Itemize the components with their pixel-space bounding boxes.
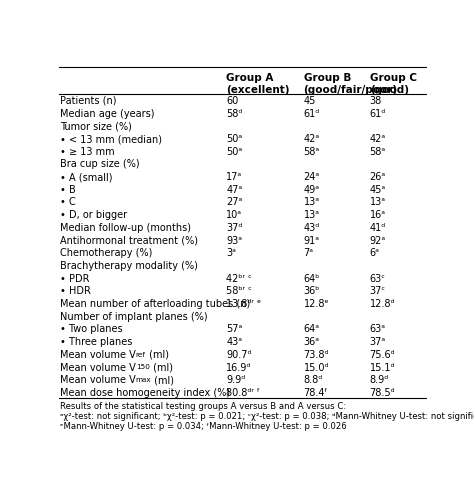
Text: 80.8ᵈʳ ᶠ: 80.8ᵈʳ ᶠ	[227, 387, 260, 397]
Text: Group B
(good/fair/poor): Group B (good/fair/poor)	[303, 73, 398, 94]
Text: 92ᵃ: 92ᵃ	[370, 235, 386, 245]
Text: Number of implant planes (%): Number of implant planes (%)	[60, 311, 208, 321]
Text: 58ᵃ: 58ᵃ	[370, 146, 386, 156]
Text: 13ᵃ: 13ᵃ	[303, 197, 319, 207]
Text: • A (small): • A (small)	[60, 172, 112, 182]
Text: (ml): (ml)	[146, 349, 169, 359]
Text: 36ᵃ: 36ᵃ	[303, 336, 319, 347]
Text: 73.8ᵈ: 73.8ᵈ	[303, 349, 329, 359]
Text: 9.9ᵈ: 9.9ᵈ	[227, 375, 246, 384]
Text: • HDR: • HDR	[60, 286, 91, 296]
Text: 50ᵃ: 50ᵃ	[227, 146, 243, 156]
Text: (ml): (ml)	[151, 375, 174, 384]
Text: 61ᵈ: 61ᵈ	[303, 108, 320, 119]
Text: Antihormonal treatment (%): Antihormonal treatment (%)	[60, 235, 198, 245]
Text: 78.5ᵈ: 78.5ᵈ	[370, 387, 395, 397]
Text: 8.8ᵈ: 8.8ᵈ	[303, 375, 323, 384]
Text: Bra cup size (%): Bra cup size (%)	[60, 159, 140, 169]
Text: Group C
(good): Group C (good)	[370, 73, 417, 94]
Text: 16.9ᵈ: 16.9ᵈ	[227, 362, 252, 372]
Text: (ml): (ml)	[150, 362, 173, 372]
Text: 12.8ᵈ: 12.8ᵈ	[370, 299, 395, 308]
Text: 37ᵃ: 37ᵃ	[370, 336, 386, 347]
Text: 58ᵇʳ ᶜ: 58ᵇʳ ᶜ	[227, 286, 252, 296]
Text: Median follow-up (months): Median follow-up (months)	[60, 223, 191, 232]
Text: 37ᵈ: 37ᵈ	[227, 223, 243, 232]
Text: 42ᵃ: 42ᵃ	[370, 134, 386, 144]
Text: 78.4ᶠ: 78.4ᶠ	[303, 387, 328, 397]
Text: 24ᵃ: 24ᵃ	[303, 172, 319, 182]
Text: 15.1ᵈ: 15.1ᵈ	[370, 362, 395, 372]
Text: • Two planes: • Two planes	[60, 324, 123, 334]
Text: Results of the statistical testing groups A versus B and A versus C:: Results of the statistical testing group…	[60, 401, 346, 410]
Text: 37ᶜ: 37ᶜ	[370, 286, 386, 296]
Text: 42ᵃ: 42ᵃ	[303, 134, 319, 144]
Text: 45ᵃ: 45ᵃ	[370, 184, 386, 195]
Text: 13ᵃ: 13ᵃ	[370, 197, 386, 207]
Text: Median age (years): Median age (years)	[60, 108, 155, 119]
Text: 90.7ᵈ: 90.7ᵈ	[227, 349, 252, 359]
Text: 36ᵇ: 36ᵇ	[303, 286, 320, 296]
Text: 150: 150	[136, 363, 150, 370]
Text: 61ᵈ: 61ᵈ	[370, 108, 386, 119]
Text: 12.8ᵉ: 12.8ᵉ	[303, 299, 329, 308]
Text: 50ᵃ: 50ᵃ	[227, 134, 243, 144]
Text: max: max	[136, 377, 151, 382]
Text: ᵃχ²-test: not significant; ᵇχ²-test: p = 0.021; ᶜχ²-test: p = 0.038; ᵈMann-Whitn: ᵃχ²-test: not significant; ᵇχ²-test: p =…	[60, 411, 474, 420]
Text: Tumor size (%): Tumor size (%)	[60, 121, 132, 131]
Text: Brachytherapy modality (%): Brachytherapy modality (%)	[60, 260, 198, 271]
Text: Chemotherapy (%): Chemotherapy (%)	[60, 248, 152, 258]
Text: 8.9ᵈ: 8.9ᵈ	[370, 375, 389, 384]
Text: Mean volume V: Mean volume V	[60, 362, 136, 372]
Text: 13ᵃ: 13ᵃ	[303, 210, 319, 220]
Text: 16ᵃ: 16ᵃ	[370, 210, 386, 220]
Text: 43ᵃ: 43ᵃ	[227, 336, 242, 347]
Text: 49ᵃ: 49ᵃ	[303, 184, 319, 195]
Text: • PDR: • PDR	[60, 273, 90, 283]
Text: ᵉMann-Whitney U-test: p = 0.034; ᶠMann-Whitney U-test: p = 0.026: ᵉMann-Whitney U-test: p = 0.034; ᶠMann-W…	[60, 421, 346, 430]
Text: 91ᵃ: 91ᵃ	[303, 235, 319, 245]
Text: Mean number of afterloading tubes (n): Mean number of afterloading tubes (n)	[60, 299, 250, 308]
Text: 17ᵃ: 17ᵃ	[227, 172, 243, 182]
Text: 64ᵃ: 64ᵃ	[303, 324, 319, 334]
Text: 45: 45	[303, 96, 316, 106]
Text: 58ᵈ: 58ᵈ	[227, 108, 243, 119]
Text: • < 13 mm (median): • < 13 mm (median)	[60, 134, 162, 144]
Text: 47ᵃ: 47ᵃ	[227, 184, 243, 195]
Text: ref: ref	[136, 351, 146, 357]
Text: 10ᵃ: 10ᵃ	[227, 210, 242, 220]
Text: • Three planes: • Three planes	[60, 336, 132, 347]
Text: 41ᵈ: 41ᵈ	[370, 223, 386, 232]
Text: 42ᵇʳ ᶜ: 42ᵇʳ ᶜ	[227, 273, 252, 283]
Text: 13.8ᵈʳ ᵉ: 13.8ᵈʳ ᵉ	[227, 299, 262, 308]
Text: 15.0ᵈ: 15.0ᵈ	[303, 362, 329, 372]
Text: • ≥ 13 mm: • ≥ 13 mm	[60, 146, 115, 156]
Text: • D, or bigger: • D, or bigger	[60, 210, 127, 220]
Text: Mean volume V: Mean volume V	[60, 349, 136, 359]
Text: 27ᵃ: 27ᵃ	[227, 197, 243, 207]
Text: 63ᶜ: 63ᶜ	[370, 273, 385, 283]
Text: • C: • C	[60, 197, 76, 207]
Text: Group A
(excellent): Group A (excellent)	[227, 73, 290, 94]
Text: 64ᵇ: 64ᵇ	[303, 273, 320, 283]
Text: 26ᵃ: 26ᵃ	[370, 172, 386, 182]
Text: 75.6ᵈ: 75.6ᵈ	[370, 349, 395, 359]
Text: 58ᵃ: 58ᵃ	[303, 146, 319, 156]
Text: 7ᵃ: 7ᵃ	[303, 248, 313, 258]
Text: 3ᵃ: 3ᵃ	[227, 248, 236, 258]
Text: • B: • B	[60, 184, 76, 195]
Text: 60: 60	[227, 96, 238, 106]
Text: Mean volume V: Mean volume V	[60, 375, 136, 384]
Text: 57ᵃ: 57ᵃ	[227, 324, 243, 334]
Text: 63ᵃ: 63ᵃ	[370, 324, 386, 334]
Text: Patients (n): Patients (n)	[60, 96, 117, 106]
Text: 38: 38	[370, 96, 382, 106]
Text: Mean dose homogeneity index (%): Mean dose homogeneity index (%)	[60, 387, 230, 397]
Text: 6ᵃ: 6ᵃ	[370, 248, 380, 258]
Text: 43ᵈ: 43ᵈ	[303, 223, 320, 232]
Text: 93ᵃ: 93ᵃ	[227, 235, 242, 245]
